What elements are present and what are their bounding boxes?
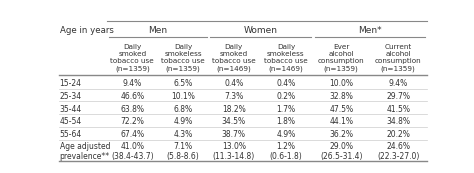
Text: 20.2%: 20.2% (386, 130, 410, 139)
Text: 25-34: 25-34 (60, 92, 82, 101)
Text: 38.7%: 38.7% (222, 130, 246, 139)
Text: Daily
smokeless
tobacco use
(n=1469): Daily smokeless tobacco use (n=1469) (264, 44, 308, 72)
Text: 4.9%: 4.9% (276, 130, 295, 139)
Text: 72.2%: 72.2% (120, 117, 144, 126)
Text: 35-44: 35-44 (60, 104, 82, 113)
Text: Daily
smokeless
tobacco use
(n=1359): Daily smokeless tobacco use (n=1359) (161, 44, 205, 72)
Text: Women: Women (244, 26, 278, 35)
Text: 9.4%: 9.4% (389, 79, 408, 88)
Text: Daily
smoked
tobacco use
(n=1359): Daily smoked tobacco use (n=1359) (110, 44, 154, 72)
Text: Age adjusted
prevalence**: Age adjusted prevalence** (60, 142, 110, 161)
Text: Men: Men (148, 26, 167, 35)
Text: 10.0%: 10.0% (329, 79, 353, 88)
Text: 1.8%: 1.8% (276, 117, 295, 126)
Text: 63.8%: 63.8% (120, 104, 145, 113)
Text: Daily
smoked
tobacco use
(n=1469): Daily smoked tobacco use (n=1469) (212, 44, 255, 72)
Text: 55-64: 55-64 (60, 130, 82, 139)
Text: 15-24: 15-24 (60, 79, 82, 88)
Text: 41.0%
(38.4-43.7): 41.0% (38.4-43.7) (111, 142, 154, 161)
Text: 36.2%: 36.2% (329, 130, 353, 139)
Text: 13.0%
(11.3-14.8): 13.0% (11.3-14.8) (213, 142, 255, 161)
Text: Men*: Men* (358, 26, 382, 35)
Text: 18.2%: 18.2% (222, 104, 246, 113)
Text: 0.2%: 0.2% (276, 92, 295, 101)
Text: Age in years: Age in years (60, 26, 113, 35)
Text: Ever
alcohol
consumption
(n=1359): Ever alcohol consumption (n=1359) (318, 44, 365, 72)
Text: 47.5%: 47.5% (329, 104, 353, 113)
Text: 1.2%
(0.6-1.8): 1.2% (0.6-1.8) (270, 142, 302, 161)
Text: 6.5%: 6.5% (173, 79, 192, 88)
Text: 0.4%: 0.4% (276, 79, 295, 88)
Text: 67.4%: 67.4% (120, 130, 145, 139)
Text: 34.8%: 34.8% (386, 117, 410, 126)
Text: 4.9%: 4.9% (173, 117, 192, 126)
Text: 4.3%: 4.3% (173, 130, 192, 139)
Text: 10.1%: 10.1% (171, 92, 195, 101)
Text: 29.0%
(26.5-31.4): 29.0% (26.5-31.4) (320, 142, 363, 161)
Text: Current
alcohol
consumption
(n=1359): Current alcohol consumption (n=1359) (375, 44, 421, 72)
Text: 7.3%: 7.3% (224, 92, 243, 101)
Text: 7.1%
(5.8-8.6): 7.1% (5.8-8.6) (167, 142, 200, 161)
Text: 29.7%: 29.7% (386, 92, 410, 101)
Text: 9.4%: 9.4% (123, 79, 142, 88)
Text: 24.6%
(22.3-27.0): 24.6% (22.3-27.0) (377, 142, 419, 161)
Text: 1.7%: 1.7% (276, 104, 295, 113)
Text: 32.8%: 32.8% (329, 92, 353, 101)
Text: 6.8%: 6.8% (173, 104, 192, 113)
Text: 45-54: 45-54 (60, 117, 82, 126)
Text: 44.1%: 44.1% (329, 117, 353, 126)
Text: 0.4%: 0.4% (224, 79, 243, 88)
Text: 34.5%: 34.5% (222, 117, 246, 126)
Text: 46.6%: 46.6% (120, 92, 145, 101)
Text: 41.5%: 41.5% (386, 104, 410, 113)
